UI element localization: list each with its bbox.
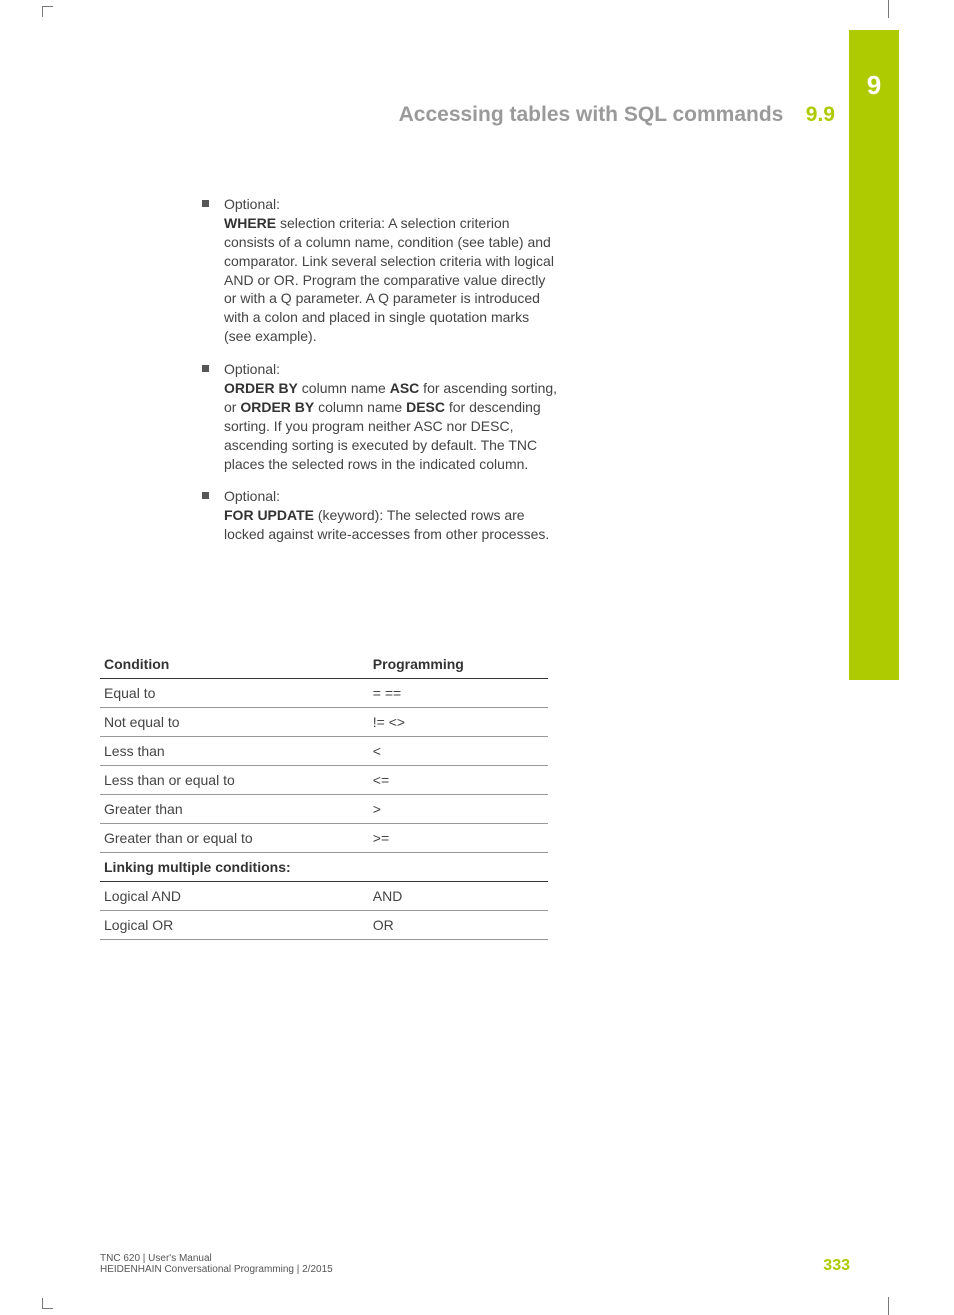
table-subheader: Linking multiple conditions: <box>100 853 548 882</box>
conditions-table: Condition Programming Equal to= == Not e… <box>100 650 548 940</box>
bullet-lead: Optional: <box>224 488 280 504</box>
table-header-condition: Condition <box>100 650 369 679</box>
conditions-table-wrap: Condition Programming Equal to= == Not e… <box>100 650 548 940</box>
table-header-programming: Programming <box>369 650 548 679</box>
keyword-forupdate: FOR UPDATE <box>224 507 314 523</box>
cell-programming: AND <box>369 882 548 911</box>
footer-line-2: HEIDENHAIN Conversational Programming | … <box>100 1264 850 1275</box>
table-row: Not equal to!= <> <box>100 708 548 737</box>
keyword-where: WHERE <box>224 215 276 231</box>
table-row: Greater than or equal to>= <box>100 824 548 853</box>
cell-condition: Equal to <box>100 679 369 708</box>
keyword-asc: ASC <box>390 380 420 396</box>
bullet-item-orderby: Optional: ORDER BY column name ASC for a… <box>200 360 560 473</box>
bullet-list: Optional: WHERE selection criteria: A se… <box>200 195 560 544</box>
table-subheader-row: Linking multiple conditions: <box>100 853 548 882</box>
bullet-lead: Optional: <box>224 361 280 377</box>
table-body: Equal to= == Not equal to!= <> Less than… <box>100 679 548 940</box>
cell-programming: OR <box>369 911 548 940</box>
cell-condition: Less than <box>100 737 369 766</box>
bullet-text: column name <box>314 399 406 415</box>
cell-condition: Greater than or equal to <box>100 824 369 853</box>
bullet-lead: Optional: <box>224 196 280 212</box>
page-number: 333 <box>823 1257 850 1275</box>
cell-programming: = == <box>369 679 548 708</box>
table-row: Greater than> <box>100 795 548 824</box>
footer-line-1: TNC 620 | User's Manual <box>100 1253 850 1264</box>
bullet-item-forupdate: Optional: FOR UPDATE (keyword): The sele… <box>200 487 560 544</box>
crop-mark-bottom-center <box>888 1297 889 1315</box>
header-section-number: 9.9 <box>806 103 835 126</box>
keyword-orderby: ORDER BY <box>224 380 298 396</box>
cell-programming: != <> <box>369 708 548 737</box>
header-title: Accessing tables with SQL commands <box>399 103 784 126</box>
page-footer: TNC 620 | User's Manual HEIDENHAIN Conve… <box>100 1253 850 1275</box>
cell-programming: < <box>369 737 548 766</box>
table-row: Less than< <box>100 737 548 766</box>
crop-mark-top-center <box>888 0 889 18</box>
chapter-number: 9 <box>849 70 899 101</box>
cell-programming: > <box>369 795 548 824</box>
table-row: Logical ANDAND <box>100 882 548 911</box>
keyword-desc: DESC <box>406 399 445 415</box>
table-row: Logical OROR <box>100 911 548 940</box>
cell-programming: <= <box>369 766 548 795</box>
body-content: Optional: WHERE selection criteria: A se… <box>200 195 560 558</box>
bullet-item-where: Optional: WHERE selection criteria: A se… <box>200 195 560 346</box>
cell-condition: Not equal to <box>100 708 369 737</box>
crop-mark-bottom-left <box>42 1298 53 1309</box>
cell-condition: Logical AND <box>100 882 369 911</box>
page-header: Accessing tables with SQL commands 9.9 <box>100 103 835 127</box>
table-row: Equal to= == <box>100 679 548 708</box>
bullet-text: column name <box>298 380 390 396</box>
bullet-text: selection criteria: A selection criterio… <box>224 215 554 344</box>
cell-programming: >= <box>369 824 548 853</box>
cell-condition: Less than or equal to <box>100 766 369 795</box>
cell-condition: Greater than <box>100 795 369 824</box>
keyword-orderby2: ORDER BY <box>240 399 314 415</box>
cell-condition: Logical OR <box>100 911 369 940</box>
table-row: Less than or equal to<= <box>100 766 548 795</box>
chapter-side-tab: 9 <box>849 30 899 680</box>
crop-mark-top-left <box>42 6 53 17</box>
